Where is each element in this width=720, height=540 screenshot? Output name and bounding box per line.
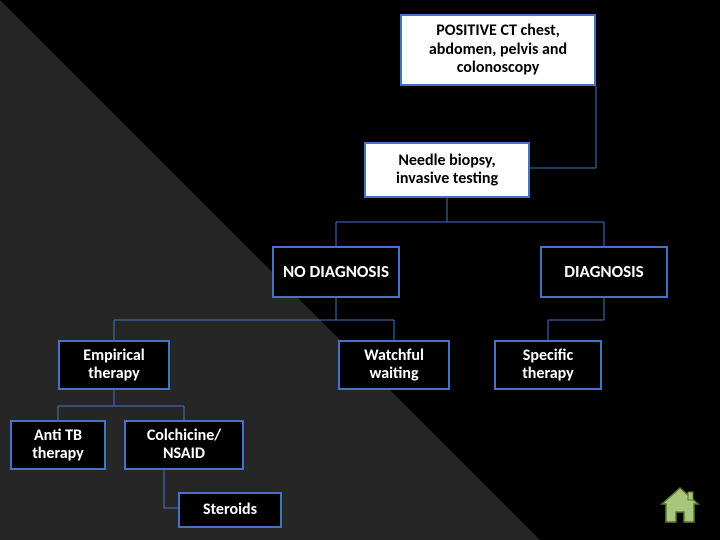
node-colchicine: Colchicine/ NSAID (124, 420, 244, 470)
node-steroids-label: Steroids (203, 501, 257, 519)
node-dx-label: DIAGNOSIS (564, 262, 643, 282)
node-colchicine-label: Colchicine/ NSAID (134, 427, 234, 464)
flowchart-stage: POSITIVE CT chest, abdomen, pelvis and c… (0, 0, 720, 540)
node-nodx: NO DIAGNOSIS (272, 246, 400, 298)
node-specific: Specific therapy (494, 340, 602, 390)
node-watchful: Watchful waiting (338, 340, 450, 390)
node-antitb: Anti TB therapy (10, 420, 106, 470)
node-root-label: POSITIVE CT chest, abdomen, pelvis and c… (410, 22, 586, 77)
node-watchful-label: Watchful waiting (348, 347, 440, 384)
node-biopsy: Needle biopsy, invasive testing (364, 142, 530, 198)
node-antitb-label: Anti TB therapy (20, 427, 96, 464)
node-root: POSITIVE CT chest, abdomen, pelvis and c… (400, 14, 596, 86)
node-biopsy-label: Needle biopsy, invasive testing (374, 152, 520, 189)
node-empirical-label: Empirical therapy (68, 347, 160, 384)
node-dx: DIAGNOSIS (540, 246, 668, 298)
node-empirical: Empirical therapy (58, 340, 170, 390)
node-nodx-label: NO DIAGNOSIS (283, 262, 389, 282)
node-steroids: Steroids (178, 492, 282, 528)
node-specific-label: Specific therapy (504, 347, 592, 384)
home-icon[interactable] (658, 486, 702, 526)
